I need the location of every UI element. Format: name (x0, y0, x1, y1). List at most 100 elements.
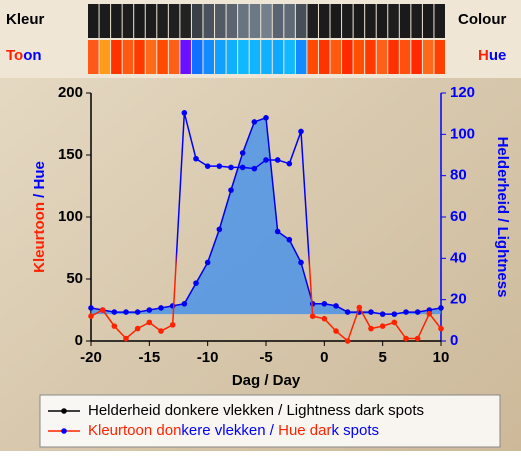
point (438, 326, 444, 332)
text-part: Kleurtoon don (88, 422, 181, 439)
strip-label: Toon (6, 47, 42, 64)
chart: Kleur Colour Toon Hue Kleurtoon / Hue He… (0, 0, 521, 451)
text-part: To (6, 47, 23, 64)
point (357, 305, 363, 311)
hue-cell (227, 40, 238, 74)
y2-tick-label: 40 (450, 249, 467, 266)
text-part: ue (489, 47, 507, 64)
colour-cell (284, 4, 295, 38)
point (205, 163, 211, 169)
colour-cell (400, 4, 411, 38)
text-part: / Hue (31, 161, 48, 202)
point (88, 313, 94, 319)
point (310, 313, 316, 319)
hue-cell (203, 40, 214, 74)
y-tick-label: 50 (66, 270, 83, 287)
hue-cell (434, 40, 445, 74)
point (147, 307, 153, 313)
point (158, 305, 164, 311)
hue-cell (307, 40, 318, 74)
point (368, 326, 374, 332)
point (135, 326, 141, 332)
point (205, 260, 211, 266)
y-tick-label: 0 (75, 332, 83, 349)
point (158, 328, 164, 334)
point (287, 161, 293, 167)
text-part: kere vlekken / (181, 422, 278, 439)
y2-tick-label: 120 (450, 84, 475, 101)
point (217, 163, 223, 169)
text-part: on (23, 47, 41, 64)
point (170, 322, 176, 328)
point (100, 307, 106, 313)
point (322, 301, 328, 307)
colour-cell (88, 4, 99, 38)
hue-cell (331, 40, 342, 74)
colour-cell (203, 4, 214, 38)
point (263, 157, 269, 163)
y-axis-title: Kleurtoon / Hue (31, 161, 48, 273)
point (275, 229, 281, 235)
point (112, 309, 118, 315)
colour-cell (238, 4, 249, 38)
hue-cell (400, 40, 411, 74)
hue-cell (157, 40, 168, 74)
point (415, 309, 421, 315)
point (252, 119, 258, 125)
point (427, 311, 433, 317)
hue-cell (134, 40, 145, 74)
x-tick-label: -5 (259, 349, 272, 366)
colour-cell (296, 4, 307, 38)
point (228, 165, 234, 171)
colour-cell (169, 4, 180, 38)
colour-cell (307, 4, 318, 38)
text-part: Kleurtoon (31, 202, 48, 273)
hue-cell (215, 40, 226, 74)
point (322, 316, 328, 322)
text-part: Helderheid donkere vlekken / Lightness d… (88, 402, 424, 419)
point (415, 336, 421, 342)
x-tick-label: 5 (378, 349, 386, 366)
point (182, 301, 188, 307)
strip-label: Hue (478, 47, 506, 64)
text-part: k spots (332, 422, 380, 439)
y2-tick-label: 20 (450, 291, 467, 308)
point (380, 323, 386, 329)
legend-label: Kleurtoon donkere vlekken / Hue dark spo… (88, 422, 379, 439)
y2-axis-title: Helderheid / Lightness (494, 137, 511, 298)
point (240, 165, 246, 171)
colour-cell (227, 4, 238, 38)
x-tick-label: 0 (320, 349, 328, 366)
text-part: H (478, 47, 489, 64)
colour-cell (111, 4, 122, 38)
point (333, 328, 339, 334)
point (170, 303, 176, 309)
point (403, 336, 409, 342)
colour-cell (215, 4, 226, 38)
colour-cell (354, 4, 365, 38)
hue-cell (123, 40, 134, 74)
colour-cell (123, 4, 134, 38)
point (403, 309, 409, 315)
colour-cell (319, 4, 330, 38)
colour-cell (388, 4, 399, 38)
point (298, 260, 304, 266)
hue-cell (354, 40, 365, 74)
x-tick-label: -20 (80, 349, 102, 366)
colour-cell (423, 4, 434, 38)
colour-cell (331, 4, 342, 38)
point (123, 309, 129, 315)
hue-cell (100, 40, 111, 74)
x-axis-title: Dag / Day (232, 372, 301, 389)
hue-cell (423, 40, 434, 74)
hue-cell (377, 40, 388, 74)
colour-cell (434, 4, 445, 38)
point (287, 237, 293, 243)
colour-cell (261, 4, 272, 38)
point (193, 156, 199, 162)
colour-cell (250, 4, 261, 38)
x-tick-label: -15 (138, 349, 160, 366)
x-tick-label: -10 (197, 349, 219, 366)
hue-cell (296, 40, 307, 74)
strip-label: Kleur (6, 11, 45, 28)
